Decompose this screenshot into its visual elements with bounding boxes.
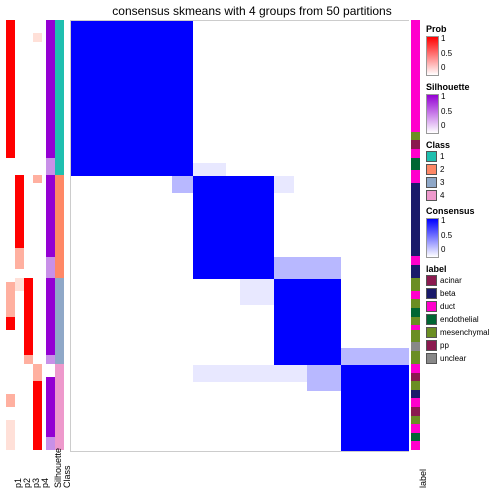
swatch-icon [426,327,437,338]
swatch-icon [426,314,437,325]
swatch-icon [426,340,437,351]
right-annotation [411,20,420,450]
legend-gradient [426,218,439,258]
legend-title-label: label [426,264,504,274]
legends: Prob10.50Silhouette10.50Class1234Consens… [426,20,504,450]
legend-item: 4 [426,190,504,201]
legend-item: beta [426,288,504,299]
xlabel-label: label [418,479,428,488]
x-axis-labels: p1p2p3p4SilhouetteClasslabel [0,450,504,498]
swatch-icon [426,288,437,299]
swatch-icon [426,190,437,201]
ann-col-p1 [6,20,15,450]
legend-item: 3 [426,177,504,188]
legend-item: endothelial [426,314,504,325]
legend-title-class: Class [426,140,504,150]
main-area: Prob10.50Silhouette10.50Class1234Consens… [0,20,504,450]
legend-item: 2 [426,164,504,175]
chart-container: consensus skmeans with 4 groups from 50 … [0,0,504,504]
legend-title-prob: Prob [426,24,504,34]
legend-item: mesenchymal [426,327,504,338]
swatch-icon [426,275,437,286]
swatch-icon [426,151,437,162]
ann-col-class [55,20,64,450]
ann-col-p4 [33,20,42,450]
legend-item: pp [426,340,504,351]
legend-item: acinar [426,275,504,286]
xlabel-class: Class [62,479,72,488]
legend-item: 1 [426,151,504,162]
ann-col-p2 [15,20,24,450]
chart-title: consensus skmeans with 4 groups from 50 … [0,0,504,20]
legend-title-silhouette: Silhouette [426,82,504,92]
swatch-icon [426,353,437,364]
ann-col-p3 [24,20,33,450]
legend-title-consensus: Consensus [426,206,504,216]
xlabel-p4: p4 [40,479,50,488]
ann-col-sil [46,20,55,450]
legend-gradient [426,94,439,134]
left-annotations [6,20,68,450]
consensus-heatmap [70,20,409,452]
legend-item: unclear [426,353,504,364]
legend-item: duct [426,301,504,312]
swatch-icon [426,164,437,175]
legend-gradient [426,36,439,76]
swatch-icon [426,301,437,312]
swatch-icon [426,177,437,188]
